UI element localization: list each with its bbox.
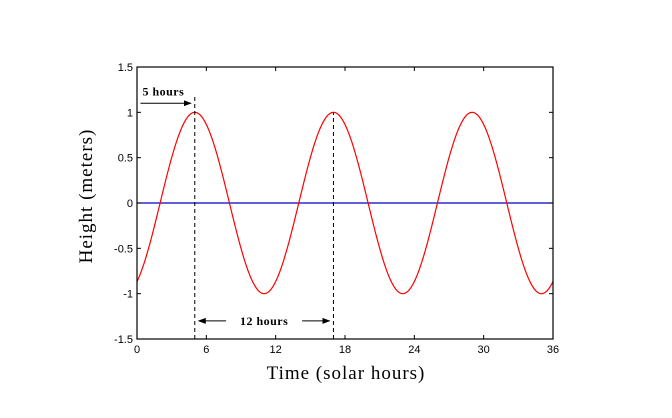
x-tick-label: 18 [339,344,351,356]
annotations: 5 hours 12 hours [140,84,334,339]
axes: 0 6 12 18 24 30 36 1.5 1 0.5 0 -0.5 -1 -1.5 [114,62,559,356]
x-tick-label: 24 [408,344,420,356]
tide-height-curve [136,111,554,295]
x-tick-label: 36 [547,344,559,356]
x-axis-title: Time (solar hours) [267,363,426,384]
plot-area [136,111,554,295]
x-tick-label: 12 [270,344,282,356]
x-tick-label: 0 [134,344,140,356]
y-tick-label: -1 [123,289,133,301]
label-12-hours: 12 hours [240,314,288,328]
y-tick-label: 0 [127,198,133,210]
y-tick-label: -1.5 [114,334,133,346]
x-tick-label: 30 [478,344,490,356]
label-5-hours: 5 hours [142,84,184,98]
y-axis-title: Height (meters) [76,129,97,264]
y-tick-label: -0.5 [114,243,133,255]
x-tick-label: 6 [203,344,209,356]
y-tick-label: 0.5 [118,153,133,165]
y-tick-label: 1.5 [118,62,133,74]
y-tick-label: 1 [127,107,133,119]
